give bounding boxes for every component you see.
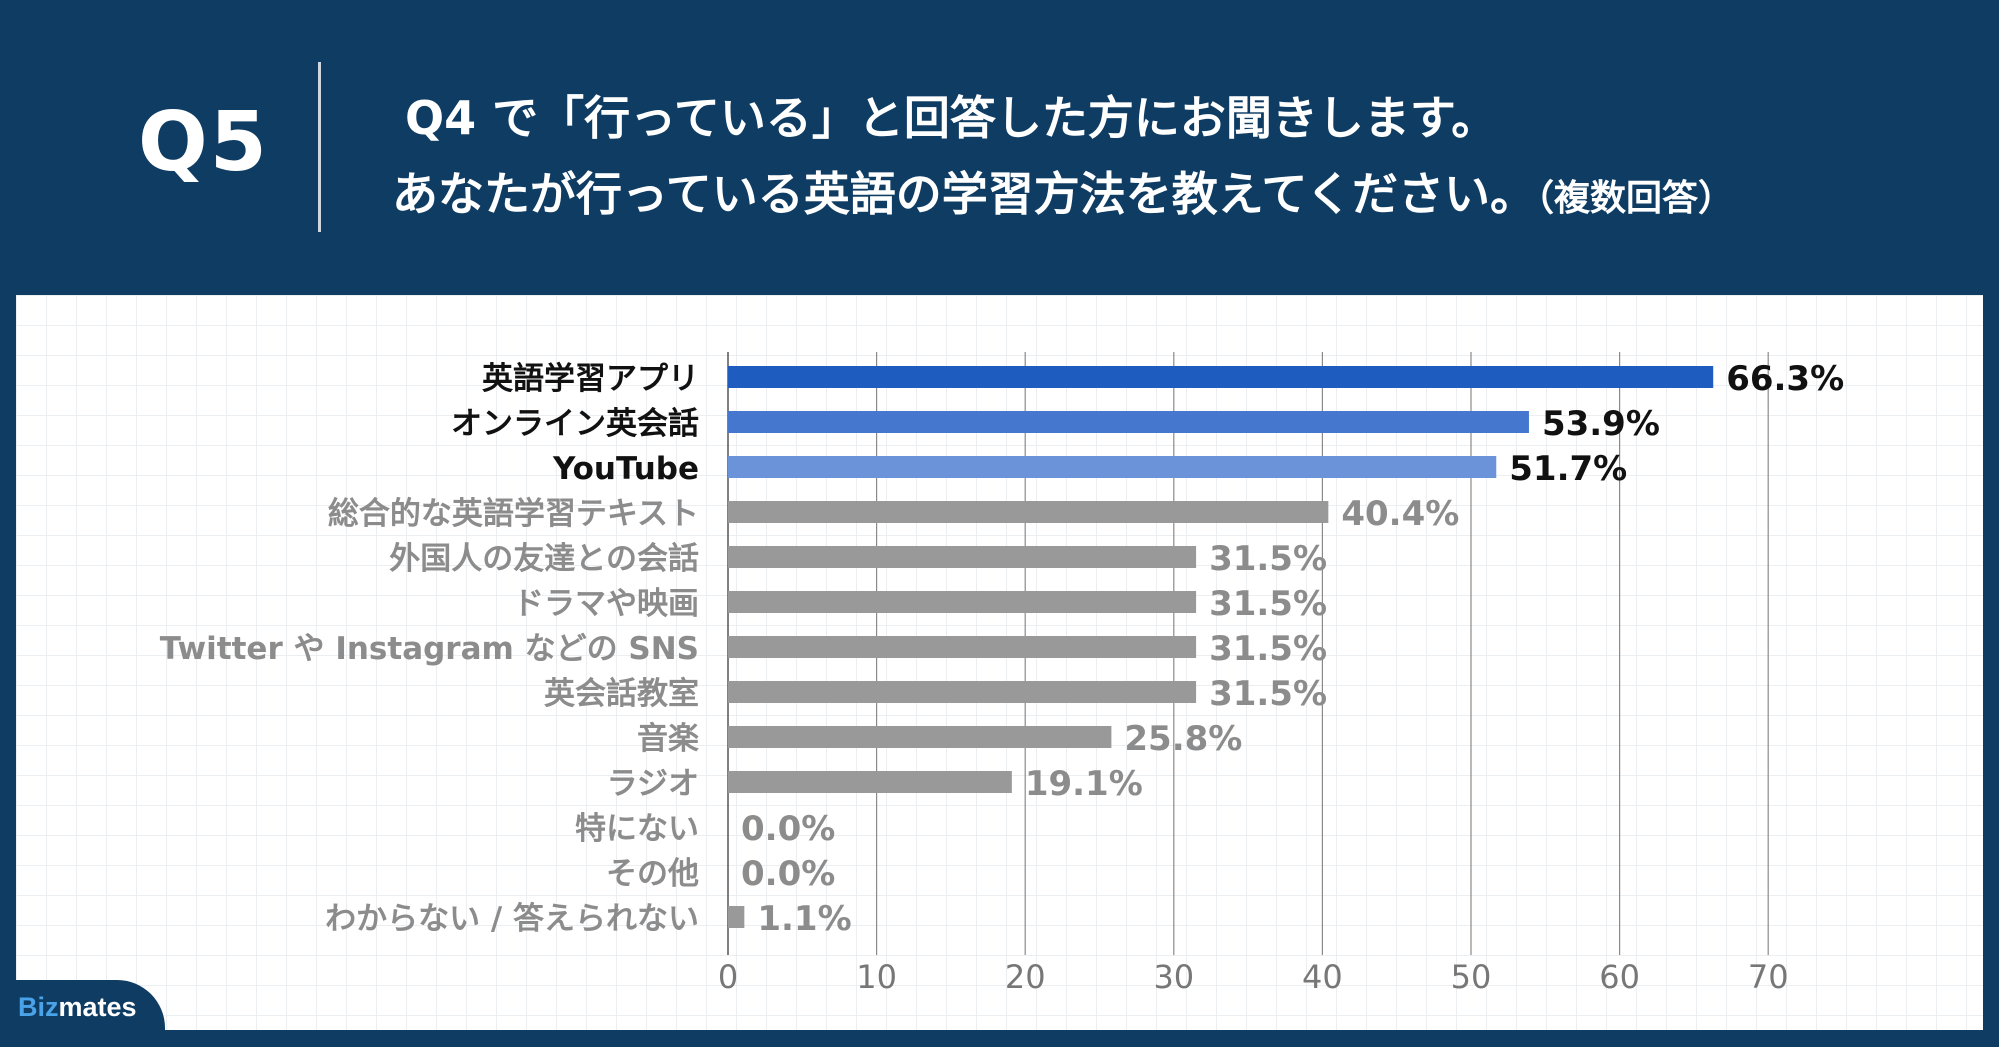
- category-label: その他: [606, 856, 699, 892]
- data-label: 0.0%: [741, 854, 835, 894]
- category-label: Twitter や Instagram などの SNS: [160, 631, 699, 667]
- bar: [728, 681, 1197, 703]
- question-line-2: あなたが行っている英語の学習方法を教えてください。（複数回答）: [392, 158, 1734, 224]
- data-label: 40.4%: [1341, 494, 1459, 534]
- bizmates-logo: Bizmates: [18, 992, 137, 1022]
- x-tick-label: 70: [1748, 958, 1789, 996]
- data-label: 31.5%: [1209, 674, 1327, 714]
- bar: [728, 456, 1497, 478]
- question-line-1: Q4 で「行っている」と回答した方にお聞きします。: [405, 91, 1498, 145]
- category-label: YouTube: [552, 451, 699, 487]
- data-label: 0.0%: [741, 809, 835, 849]
- category-label: 特にない: [575, 811, 699, 847]
- category-label: 英語学習アプリ: [482, 361, 699, 397]
- x-tick-label: 0: [718, 958, 738, 996]
- x-tick-label: 30: [1153, 958, 1194, 996]
- bar: [728, 411, 1529, 433]
- bar: [728, 636, 1197, 658]
- category-label: ドラマや映画: [513, 586, 699, 622]
- category-label: ラジオ: [607, 766, 699, 802]
- data-label: 25.8%: [1124, 719, 1242, 759]
- bar: [728, 366, 1714, 388]
- data-label: 53.9%: [1542, 404, 1660, 444]
- question-line-2-main: あなたが行っている英語の学習方法を教えてください。: [392, 167, 1537, 221]
- data-label: 31.5%: [1209, 539, 1327, 579]
- question-number: Q5: [138, 95, 269, 190]
- data-label: 1.1%: [757, 899, 851, 939]
- bar: [728, 906, 745, 928]
- category-label: 英会話教室: [544, 676, 699, 712]
- data-label: 19.1%: [1025, 764, 1143, 804]
- data-label: 51.7%: [1509, 449, 1627, 489]
- header: Q5 Q4 で「行っている」と回答した方にお聞きします。 あなたが行っている英語…: [0, 0, 1999, 295]
- x-tick-label: 40: [1302, 958, 1343, 996]
- bar-chart: 0 10 20 30 40 50 60 70 英語学習アプリ 66.3% オンライン英会話 53.9%…: [160, 352, 1844, 996]
- bar: [728, 726, 1112, 748]
- data-label: 31.5%: [1209, 584, 1327, 624]
- chart-panel: 0 10 20 30 40 50 60 70 英語学習アプリ 66.3% オンライン英会話 53.9%…: [16, 295, 1983, 1030]
- data-label: 31.5%: [1209, 629, 1327, 669]
- x-tick-label: 50: [1451, 958, 1492, 996]
- category-label: わからない / 答えられない: [325, 901, 699, 937]
- question-line-2-note: （複数回答）: [1536, 178, 1735, 219]
- x-tick-label: 20: [1005, 958, 1046, 996]
- bar: [728, 591, 1197, 613]
- bar: [728, 771, 1012, 793]
- bar: [728, 546, 1197, 568]
- category-label: 音楽: [637, 721, 699, 757]
- x-tick-label: 10: [856, 958, 897, 996]
- data-label: 66.3%: [1726, 359, 1844, 399]
- category-label: オンライン英会話: [451, 406, 699, 442]
- bar: [728, 501, 1329, 523]
- category-label: 外国人の友達との会話: [389, 541, 699, 577]
- x-tick-label: 60: [1599, 958, 1640, 996]
- category-label: 総合的な英語学習テキスト: [328, 496, 699, 532]
- header-divider: [318, 62, 321, 232]
- logo-tab: [0, 980, 165, 1032]
